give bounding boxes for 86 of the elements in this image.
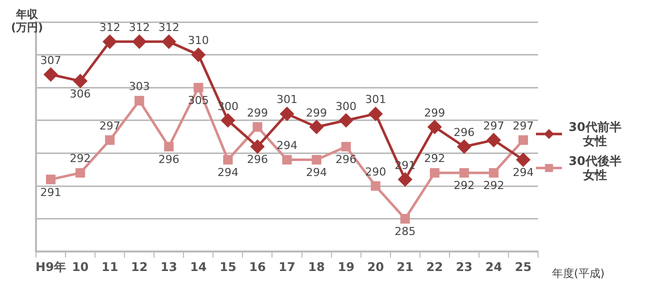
data-label: 292 (454, 179, 475, 192)
x-tick-label: 25 (514, 260, 532, 274)
point (44, 68, 58, 82)
x-tick-label: 24 (485, 260, 502, 274)
x-tick-label: 15 (220, 260, 236, 274)
data-label: 296 (158, 153, 180, 166)
data-label: 292 (424, 152, 446, 166)
data-label: 299 (246, 106, 268, 120)
data-label: 312 (128, 21, 150, 34)
point (368, 107, 382, 121)
data-label: 300 (336, 100, 357, 113)
data-label: 297 (512, 119, 534, 132)
point (223, 154, 233, 165)
data-label: 296 (336, 153, 357, 166)
data-label: 294 (217, 166, 238, 180)
point (252, 122, 262, 132)
point (105, 135, 115, 145)
x-tick-label: 16 (249, 260, 266, 274)
x-tick-label: 23 (456, 260, 473, 274)
point (280, 107, 294, 121)
point (162, 34, 176, 48)
data-label: 294 (306, 166, 328, 180)
point (488, 168, 498, 178)
data-label: 294 (512, 166, 534, 180)
x-tick-label: 17 (278, 260, 296, 274)
point (400, 214, 410, 224)
point (134, 96, 144, 106)
data-label: 299 (306, 106, 328, 120)
point (430, 168, 440, 178)
data-label: 296 (454, 126, 475, 139)
point (164, 142, 174, 152)
point (518, 135, 528, 145)
point (194, 82, 204, 92)
x-tick-label: H9年 (36, 260, 66, 274)
data-label: 297 (99, 119, 120, 132)
data-label: 312 (99, 21, 120, 34)
point (398, 172, 412, 186)
x-tick-label: 20 (367, 260, 384, 274)
legend-label: 30代後半女性 (568, 154, 622, 182)
x-tick-label: 22 (426, 260, 443, 274)
x-tick-label: 10 (72, 260, 89, 274)
point (486, 133, 500, 147)
data-label: 303 (128, 80, 150, 94)
x-tick-label: 19 (338, 260, 354, 274)
x-tick-label: 18 (308, 260, 325, 274)
x-axis-title: 年度(平成) (552, 266, 605, 281)
point (339, 114, 353, 128)
data-label: 292 (70, 152, 91, 166)
point (428, 120, 442, 134)
x-tick-label: 12 (131, 260, 148, 274)
data-label: 306 (70, 87, 91, 100)
y-axis-title: 年収(万円) (10, 8, 44, 34)
data-label: 297 (483, 119, 504, 132)
data-label: 310 (188, 34, 209, 48)
x-tick-label: 13 (160, 260, 178, 274)
data-label: 290 (365, 165, 386, 178)
data-label: 292 (483, 179, 504, 192)
point (221, 114, 235, 128)
point (132, 34, 146, 48)
point (459, 168, 469, 178)
point (457, 140, 471, 154)
point (46, 174, 56, 184)
point (192, 48, 206, 62)
x-tick-label: 21 (396, 260, 414, 274)
point (370, 181, 380, 191)
point (76, 168, 86, 178)
data-label: 294 (276, 139, 298, 152)
point (282, 154, 292, 165)
point (312, 154, 322, 165)
point (74, 74, 88, 88)
x-tick-label: 11 (101, 260, 118, 274)
data-label: 301 (365, 93, 386, 106)
x-tick-label: 14 (190, 260, 207, 274)
point (103, 34, 117, 48)
point (250, 140, 264, 154)
legend-label: 30代前半女性 (568, 120, 622, 148)
data-label: 301 (276, 93, 298, 106)
data-label: 291 (40, 186, 62, 199)
data-label: 285 (394, 225, 416, 238)
point (341, 142, 351, 152)
data-label: 296 (246, 153, 268, 166)
data-label: 299 (424, 106, 446, 120)
data-label: 307 (40, 54, 62, 67)
data-label: 312 (158, 21, 180, 34)
point (310, 120, 324, 134)
point (516, 153, 530, 167)
